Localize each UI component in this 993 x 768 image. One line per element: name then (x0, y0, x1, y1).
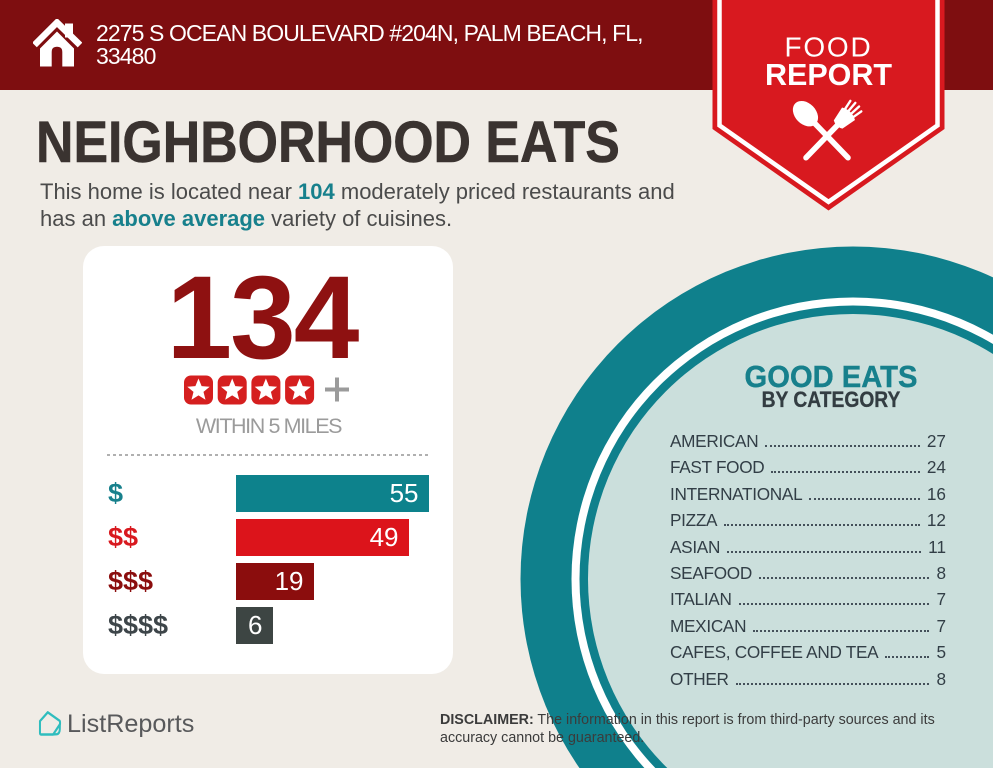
svg-text:FOOD: FOOD (784, 32, 872, 63)
svg-text:REPORT: REPORT (765, 58, 892, 92)
